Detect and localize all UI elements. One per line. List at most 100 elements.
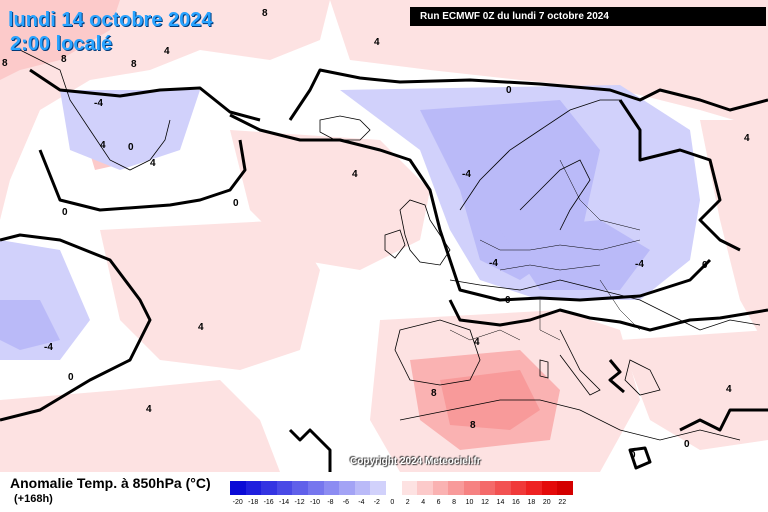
color-scale-tick: 8 (452, 499, 457, 506)
color-scale-swatch (245, 481, 262, 495)
contour-label: -4 (489, 258, 498, 269)
contour-label: 0 (62, 207, 68, 218)
variable-title: Anomalie Temp. à 850hPa (°C) (10, 475, 211, 491)
color-scale-swatch (292, 481, 308, 495)
cold-anomaly-areas (0, 85, 700, 360)
contour-label: 0 (684, 439, 690, 450)
contour-label: 4 (744, 133, 750, 144)
coast-continent (449, 279, 761, 331)
color-scale-tick: -8 (327, 499, 334, 506)
model-run-banner: Run ECMWF 0Z du lundi 7 octobre 2024 (410, 7, 766, 26)
contour-label: -4 (635, 259, 644, 270)
warm-area-southwest (0, 380, 280, 472)
color-scale-tick: 12 (481, 499, 489, 506)
coast-sardinia (539, 359, 549, 379)
warm-area-north-top (330, 0, 768, 130)
color-scale-swatch (354, 481, 371, 495)
coast-greenland (19, 49, 171, 171)
contour-label: -4 (462, 169, 471, 180)
color-scale-tick: 14 (496, 499, 505, 506)
color-scale-tick: -14 (279, 499, 290, 506)
color-scale-swatch (370, 481, 386, 495)
zero-contour-greenland-south (38, 139, 247, 212)
color-scale-ticks: -20 -18 -16 -14 -12 -10 -8 -6 -4 -2 0 2 4 6 8 10 12 14 16 1… (230, 499, 570, 511)
cold-area-labrador (60, 90, 200, 170)
contour-label: 4 (146, 404, 152, 415)
copyright-notice: Copyright 2024 Meteociel.fr (350, 456, 481, 467)
color-scale-swatch (479, 481, 496, 495)
warm-area-north-africa-core (440, 370, 540, 430)
contour-label: 8 (131, 59, 137, 70)
color-scale-swatch (510, 481, 527, 495)
contour-label: 0 (68, 372, 74, 383)
warm-area-east-med (620, 330, 768, 450)
coast-britain (399, 199, 451, 266)
color-scale-swatch (417, 481, 433, 495)
contour-label: 4 (474, 337, 480, 348)
color-scale-tick: 0 (390, 499, 395, 506)
contour-label: 0 (233, 198, 239, 209)
zero-contour-north (288, 68, 768, 121)
coast-italy (559, 329, 601, 396)
cold-area-central-europe (500, 220, 650, 290)
coast-iberia (394, 319, 481, 386)
contour-label: 4 (726, 384, 732, 395)
contour-label: 4 (374, 37, 380, 48)
coast-norway (459, 99, 620, 211)
color-scale-swatch (526, 481, 542, 495)
forecast-step: (+168h) (14, 493, 53, 505)
color-scale-swatch (541, 481, 558, 495)
color-scale-swatch (230, 481, 246, 495)
color-scale-swatch (307, 481, 324, 495)
contour-label: 4 (150, 158, 156, 169)
color-scale-tick: 10 (465, 499, 474, 506)
color-scale-swatch (385, 481, 402, 495)
contour-label: 8 (470, 420, 476, 431)
contour-label: -4 (44, 342, 53, 353)
color-scale-swatch (276, 481, 293, 495)
contour-label: 0 (506, 85, 512, 96)
color-scale-tick: -6 (342, 499, 350, 506)
zero-contour-mediterranean (448, 299, 768, 332)
color-scale-swatch (495, 481, 511, 495)
color-scale-tick: -18 (248, 499, 259, 506)
warm-area-far-east (700, 120, 768, 350)
coast-sweden-baltic (519, 159, 591, 231)
contour-label: 8 (2, 58, 8, 69)
contour-label: 0 (702, 260, 708, 271)
cold-area-west-atlantic-core (0, 300, 60, 350)
color-scale-tick: 22 (558, 499, 567, 506)
color-scale-swatch (463, 481, 480, 495)
warm-anomaly-areas (0, 0, 768, 472)
color-scale-tick: 18 (527, 499, 536, 506)
contour-labels: 0 4 -4 8 0 4 0 4 -4 4 4 0 -4 0 4 -4 8 8 … (2, 8, 750, 461)
contour-label: 0 (505, 295, 511, 306)
color-scale (230, 481, 574, 495)
zero-contour-africa (608, 359, 625, 394)
contour-label: 8 (61, 54, 67, 65)
color-scale-swatch (339, 481, 355, 495)
warm-area-greenland-core (0, 0, 120, 80)
color-scale-tick: 6 (436, 499, 441, 506)
contour-label: 8 (262, 8, 268, 19)
contour-label: 0 (128, 142, 134, 153)
coast-greece (624, 359, 661, 396)
color-scale-tick: -2 (373, 499, 380, 506)
temperature-anomaly-map: 0 4 -4 8 0 4 0 4 -4 4 4 0 -4 0 4 -4 8 8 … (0, 0, 768, 472)
zero-contour-east-med (679, 408, 768, 432)
color-scale-tick: 16 (512, 499, 520, 506)
contour-label: 4 (352, 169, 358, 180)
color-scale-swatch (432, 481, 449, 495)
warm-area-atlantic-wide (100, 220, 320, 370)
zero-contour-labrador (29, 68, 261, 122)
forecast-date-title: lundi 14 octobre 2024 (8, 9, 213, 31)
zero-contours (0, 68, 768, 472)
contour-label: 8 (431, 388, 437, 399)
zero-contour-west-atlantic (0, 233, 152, 422)
warm-area-greenland-west (0, 0, 330, 220)
contour-label: -4 (94, 98, 103, 109)
coast-north-africa (399, 399, 741, 441)
coast-ireland (384, 229, 406, 259)
legend-bar: Anomalie Temp. à 850hPa (°C) (+168h) -2 0… (0, 472, 768, 512)
color-scale-swatch (261, 481, 277, 495)
